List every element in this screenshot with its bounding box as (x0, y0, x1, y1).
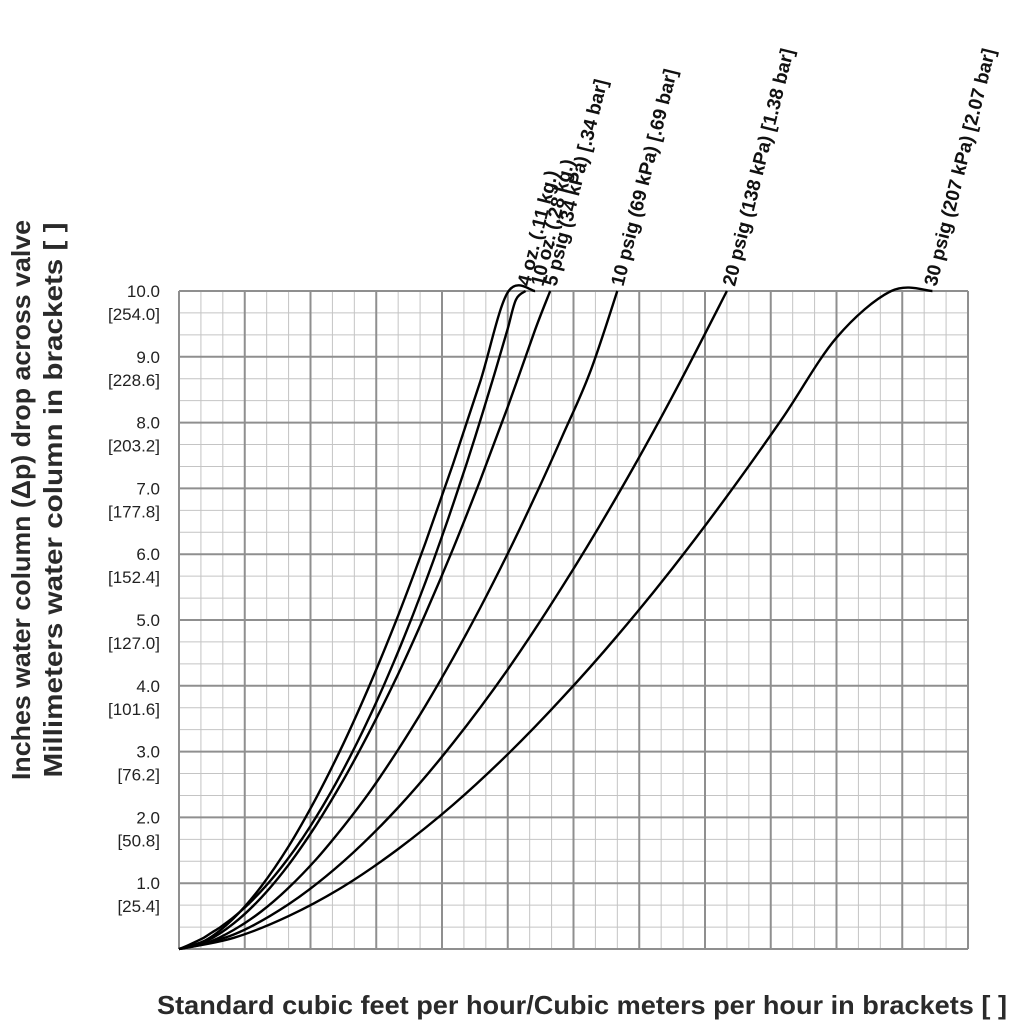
series-line (178, 290, 619, 951)
grid (178, 290, 969, 950)
y-axis-title-secondary: Millimeters water column in brackets [ ] (38, 223, 68, 778)
y-tick-label-mm: [254.0] (108, 305, 160, 324)
y-tick-label: 7.0 (136, 479, 160, 498)
series-line (178, 284, 536, 951)
curve-labels: 4 oz. (.11 kg.)10 oz. (.28 kg.)5 psig (3… (514, 46, 1000, 288)
y-tick-label: 8.0 (136, 414, 160, 433)
y-tick-label-mm: [228.6] (108, 371, 160, 390)
y-tick-label-mm: [203.2] (108, 437, 160, 456)
series-label: 30 psig (207 kPa) [2.07 bar] (921, 46, 1000, 288)
y-tick-label-mm: [76.2] (117, 766, 160, 785)
y-tick-label-mm: [50.8] (117, 831, 160, 850)
series-label: 20 psig (138 kPa) [1.38 bar] (719, 46, 798, 288)
y-tick-label-mm: [152.4] (108, 568, 160, 587)
series-line (178, 290, 552, 951)
y-tick-label: 3.0 (136, 743, 160, 762)
y-tick-label-mm: [101.6] (108, 700, 160, 719)
y-tick-label-mm: [177.8] (108, 502, 160, 521)
y-tick-label: 10.0 (127, 282, 160, 301)
y-tick-label-mm: [127.0] (108, 634, 160, 653)
series-line (178, 290, 728, 951)
series-line (178, 286, 933, 951)
y-tick-label: 6.0 (136, 545, 160, 564)
y-tick-label: 9.0 (136, 348, 160, 367)
y-tick-label-mm: [25.4] (117, 897, 160, 916)
y-tick-label: 2.0 (136, 808, 160, 827)
series-label: 10 psig (69 kPa) [.69 bar] (608, 67, 682, 288)
y-axis-title: Inches water column (Δp) drop across val… (6, 220, 36, 780)
y-axis-ticks: 1.0 [25.4] 2.0 [50.8] 3.0 [76.2] 4.0 [101.6] 5.0… (108, 282, 160, 916)
y-tick-label: 5.0 (136, 611, 160, 630)
x-axis-title: Standard cubic feet per hour/Cubic meter… (157, 990, 1007, 1020)
y-tick-label: 4.0 (136, 677, 160, 696)
y-tick-label: 1.0 (136, 874, 160, 893)
curves (178, 284, 933, 951)
